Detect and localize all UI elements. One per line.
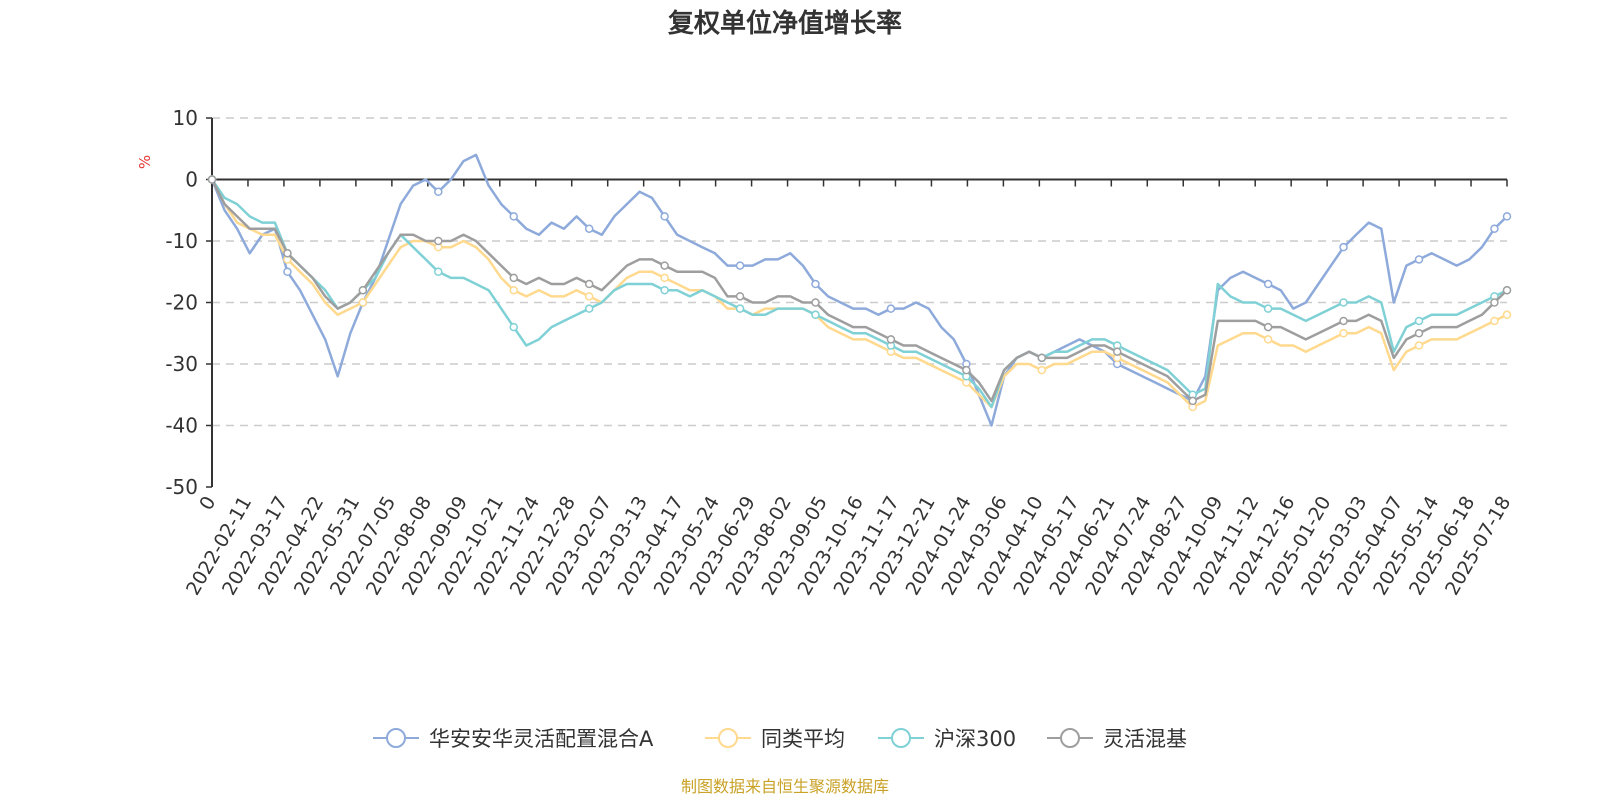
series-point [584,304,594,313]
series-point [434,187,443,197]
series-point [283,267,292,276]
series-point [735,292,745,301]
series-point [660,273,669,283]
series-line-3 [210,178,1508,403]
series-point [584,279,594,289]
y-tick-label: -40 [165,414,198,438]
series-point [358,298,368,307]
grid-lines [212,117,1507,427]
legend-marker [718,728,738,748]
series-point [1339,298,1348,307]
legend: 华安安华灵活配置混合A 同类平均 沪深300 灵活混基 [373,727,1187,751]
series-point [660,261,669,270]
series-point [660,285,669,295]
series-point [1502,212,1512,221]
series-point [1502,285,1512,295]
series-line-2 [210,178,1508,409]
legend-label: 同类平均 [761,727,845,751]
source-note: 制图数据来自恒生聚源数据库 [681,777,889,796]
series-point [962,365,971,375]
series-point [434,267,443,276]
series-point [811,310,820,320]
series-point [1414,341,1424,350]
series-point [1263,322,1273,332]
series-point [1490,298,1499,307]
series-point [509,273,518,283]
series-point [1263,335,1273,344]
series-point [1037,365,1047,375]
x-axis: 02022-02-112022-03-172022-04-222022-05-3… [182,178,1515,599]
y-axis-unit: % [136,155,154,169]
series-point [434,236,443,246]
legend-label: 沪深300 [934,727,1016,751]
y-tick-label: 10 [173,106,198,130]
legend-marker [386,728,406,748]
y-tick-label: -10 [165,229,198,253]
y-axis: 10 0 -10 -20 -30 -40 -50 [165,106,213,499]
y-tick-label: 0 [185,168,198,192]
legend-item-2[interactable]: 沪深300 [878,727,1016,751]
series-point [1339,242,1348,252]
series-point [1339,316,1348,326]
series-point [735,261,745,270]
series-point [1414,255,1424,264]
legend-label: 华安安华灵活配置混合A [429,727,654,751]
series-point [1112,347,1122,356]
series-point [1263,279,1273,289]
legend-item-3[interactable]: 灵活混基 [1047,727,1187,751]
legend-marker [891,728,911,748]
legend-item-1[interactable]: 同类平均 [705,727,845,751]
series-point [509,212,518,221]
series-point [811,279,820,289]
y-tick-label: -50 [165,475,198,499]
series-point [283,249,292,258]
y-tick-label: -30 [165,352,198,376]
legend-item-0[interactable]: 华安安华灵活配置混合A [373,727,654,751]
series-point [509,285,518,295]
series-point [886,335,896,344]
series-point [1502,310,1512,320]
series-lines [207,153,1512,427]
series-point [358,285,368,295]
series-point [1490,224,1499,233]
series-point [1414,316,1424,326]
series-point [1414,329,1424,338]
series-point [207,175,217,184]
legend-label: 灵活混基 [1103,727,1187,751]
series-point [584,224,594,233]
y-tick-label: -20 [165,291,198,315]
series-point [1037,353,1047,363]
x-tick-label: 0 [195,493,220,514]
chart-title: 复权单位净值增长率 [668,8,902,39]
series-point [509,322,518,332]
series-point [1490,316,1499,326]
series-point [886,304,896,313]
series-point [1339,329,1348,338]
series-point [1188,396,1197,406]
series-line-0 [210,153,1508,427]
series-point [811,298,820,307]
series-point [1263,304,1273,313]
series-point [735,304,745,313]
legend-marker [1060,728,1080,748]
series-point [660,212,669,221]
series-point [584,292,594,301]
